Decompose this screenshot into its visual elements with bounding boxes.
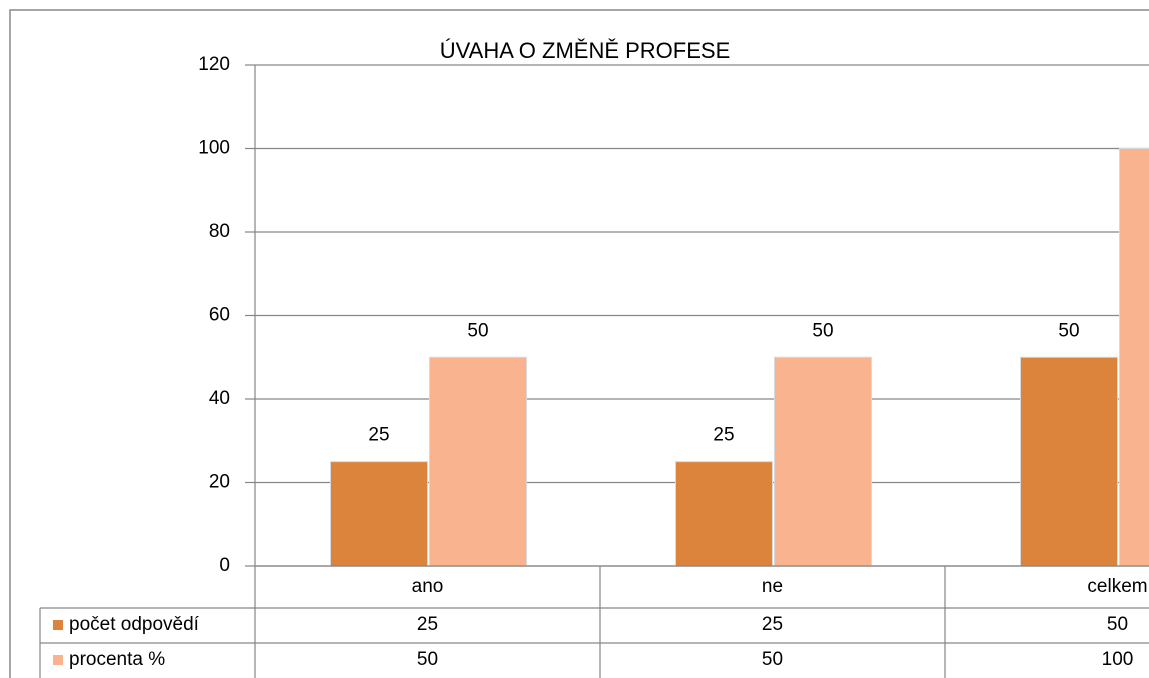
y-tick-label: 120 [198, 54, 230, 75]
legend-label: počet odpovědí [69, 614, 200, 635]
bar [1020, 356, 1118, 567]
table-cell: 50 [1107, 614, 1128, 635]
bar [330, 461, 428, 567]
bar [774, 356, 872, 567]
x-tick-label: celkem [1087, 576, 1147, 597]
legend-swatch [53, 655, 63, 665]
x-tick-label: ne [762, 576, 783, 597]
data-label: 50 [1058, 320, 1079, 341]
data-label: 50 [467, 320, 488, 341]
table-cell: 25 [417, 614, 438, 635]
bar [1119, 148, 1149, 567]
y-tick-label: 60 [209, 305, 230, 326]
table-cell: 50 [417, 649, 438, 670]
chart-title: ÚVAHA O ZMĚNĚ PROFESE [440, 38, 731, 63]
y-tick-label: 100 [198, 138, 230, 159]
legend-swatch [53, 620, 63, 630]
table-cell: 25 [762, 614, 783, 635]
legend-label: procenta % [69, 649, 165, 670]
y-tick-label: 0 [219, 555, 230, 576]
chart-frame [9, 9, 1149, 678]
table-cell: 50 [762, 649, 783, 670]
data-label: 25 [368, 425, 389, 446]
bar [429, 356, 527, 567]
bar [675, 461, 773, 567]
y-tick-label: 80 [209, 221, 230, 242]
data-label: 25 [713, 425, 734, 446]
x-tick-label: ano [412, 576, 444, 597]
y-tick-label: 40 [209, 388, 230, 409]
y-tick-label: 20 [209, 472, 230, 493]
table-cell: 100 [1102, 649, 1134, 670]
data-label: 50 [812, 320, 833, 341]
